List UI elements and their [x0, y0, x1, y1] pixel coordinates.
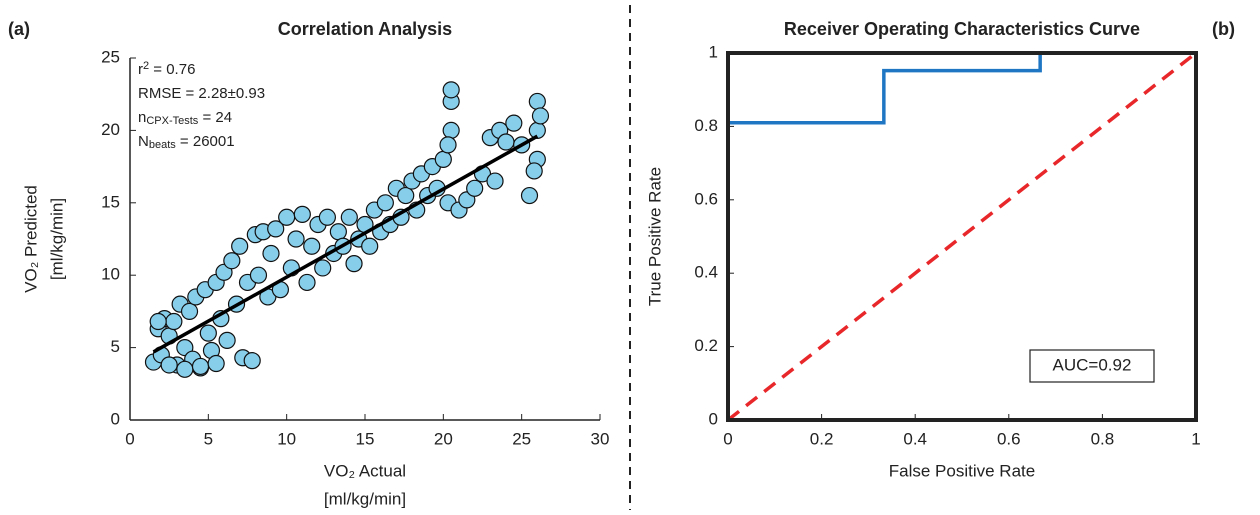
annotation-part: n	[138, 109, 146, 126]
annotation-part: 2	[143, 60, 149, 72]
scatter-point	[314, 259, 332, 277]
scatter-point	[207, 354, 225, 373]
scatter-point	[180, 302, 199, 320]
annotation-part: = 26001	[176, 133, 235, 150]
annotation: nCPX-Tests = 24	[138, 109, 232, 127]
scatter-point	[249, 266, 268, 284]
annotation-part: N	[138, 133, 149, 150]
scatter-point	[298, 273, 316, 292]
annotation-part: = 0.76	[149, 61, 195, 78]
x-axis-label: [ml/kg/min]	[324, 489, 406, 508]
y-axis-label: [ml/kg/min]	[47, 198, 66, 280]
scatter-point	[439, 136, 457, 154]
x-axis-label: VO₂ Actual	[324, 461, 406, 480]
scatter-point	[528, 92, 546, 111]
x-tick-label: 0.4	[903, 429, 927, 448]
scatter-point	[293, 205, 311, 223]
y-axis-label: VO₂ Predicted	[21, 185, 40, 293]
y-tick-label: 10	[101, 265, 120, 284]
y-tick-label: 1	[709, 42, 718, 61]
y-tick-label: 0	[111, 409, 120, 428]
scatter-point	[165, 312, 183, 331]
scatter-point	[520, 186, 539, 205]
y-tick-label: 0.2	[694, 336, 718, 355]
y-tick-label: 5	[111, 337, 120, 356]
scatter-point	[287, 230, 305, 248]
y-tick-label: 25	[101, 47, 120, 66]
x-tick-label: 0	[723, 429, 732, 448]
x-tick-label: 0.2	[810, 429, 834, 448]
fit-line	[152, 134, 539, 354]
scatter-point	[278, 208, 296, 226]
scatter-point	[434, 150, 452, 168]
scatter-point	[329, 223, 347, 241]
annotation-part: RMSE = 2.28±0.93	[138, 85, 265, 102]
y-tick-label: 0.4	[694, 263, 718, 282]
scatter-point	[149, 312, 167, 331]
scatter-point	[528, 121, 546, 139]
scatter-point	[231, 237, 249, 255]
annotation: r2 = 0.76	[138, 60, 195, 78]
x-axis-label: False Positive Rate	[889, 461, 1035, 480]
scatter-point	[345, 255, 363, 273]
annotation-part: beats	[149, 139, 176, 151]
scatter-point	[505, 114, 523, 132]
annotation-part: CPX-Tests	[146, 115, 198, 127]
x-tick-label: 0.6	[997, 429, 1021, 448]
chart-title: Correlation Analysis	[278, 19, 452, 39]
scatter-point	[318, 208, 336, 226]
panel-label: (b)	[1212, 19, 1235, 39]
scatter-point	[160, 356, 178, 374]
annotation: RMSE = 2.28±0.93	[138, 85, 265, 102]
scatter-point	[303, 237, 321, 255]
scatter-point	[199, 324, 217, 342]
scatter-point	[243, 352, 261, 370]
x-tick-label: 0	[125, 429, 134, 448]
scatter-point	[442, 121, 460, 139]
scatter-point	[267, 220, 285, 238]
annotation: AUC=0.92	[1053, 355, 1132, 374]
scatter-point	[486, 172, 504, 190]
y-tick-label: 15	[101, 192, 120, 211]
y-axis-label: True Positive Rate	[645, 167, 664, 306]
roc-line	[726, 51, 1198, 422]
scatter-point	[466, 179, 484, 197]
scatter-point	[191, 357, 210, 376]
y-tick-label: 0.6	[694, 189, 718, 208]
x-tick-label: 20	[434, 429, 453, 448]
annotation-part: = 24	[198, 109, 232, 126]
scatter-point	[218, 331, 236, 349]
x-tick-label: 5	[204, 429, 213, 448]
scatter-point	[176, 360, 194, 378]
annotation: Nbeats = 26001	[138, 133, 235, 151]
x-tick-label: 25	[512, 429, 531, 448]
x-tick-label: 1	[1191, 429, 1200, 448]
y-tick-label: 0.8	[694, 116, 718, 135]
y-tick-label: 0	[709, 409, 718, 428]
scatter-point	[531, 107, 550, 125]
axes-frame	[726, 51, 1198, 422]
chart-title: Receiver Operating Characteristics Curve	[784, 19, 1140, 39]
scatter-point	[442, 81, 460, 99]
scatter-point	[340, 208, 358, 226]
scatter-point	[497, 133, 515, 151]
x-tick-label: 0.8	[1091, 429, 1115, 448]
annotation-part: r	[138, 61, 143, 78]
scatter-point	[376, 194, 394, 212]
scatter-point	[397, 186, 415, 205]
scatter-point	[525, 162, 543, 180]
x-tick-label: 30	[591, 429, 610, 448]
scatter-point	[262, 244, 280, 263]
scatter-point	[361, 237, 379, 255]
panel-label: (a)	[8, 19, 30, 39]
scatter-point	[223, 252, 241, 270]
y-tick-label: 20	[101, 120, 120, 139]
annotation-box	[1029, 349, 1155, 383]
x-tick-label: 15	[356, 429, 375, 448]
x-tick-label: 10	[277, 429, 296, 448]
